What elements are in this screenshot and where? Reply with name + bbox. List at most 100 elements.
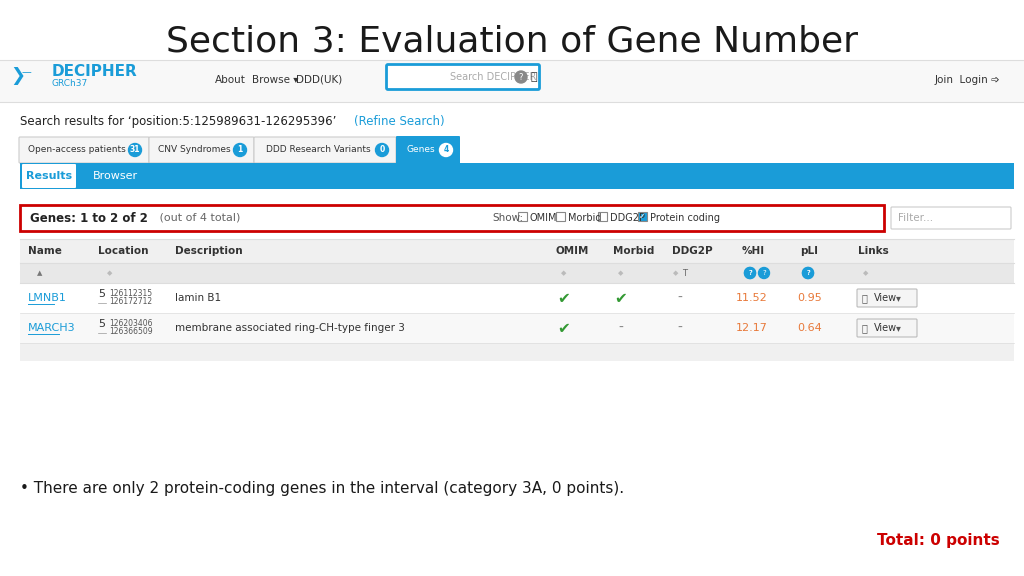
Bar [20, 313, 1014, 343]
Text: ❯: ❯ [10, 67, 26, 85]
Bar [20, 343, 1014, 361]
Circle shape [233, 143, 247, 157]
FancyBboxPatch shape [19, 137, 150, 163]
FancyBboxPatch shape [386, 65, 540, 89]
Text: Links: Links [858, 246, 889, 256]
FancyBboxPatch shape [150, 137, 254, 163]
Text: 126203406: 126203406 [109, 319, 153, 328]
Text: 126366509: 126366509 [109, 327, 153, 335]
Circle shape [744, 267, 756, 279]
Text: Browse ▾: Browse ▾ [252, 75, 299, 85]
Text: 🔗: 🔗 [862, 323, 868, 333]
Text: ?: ? [519, 73, 523, 81]
FancyBboxPatch shape [857, 319, 918, 337]
Text: 126172712: 126172712 [109, 297, 153, 305]
Text: DDD(UK): DDD(UK) [296, 75, 342, 85]
Text: MARCH3: MARCH3 [28, 323, 76, 333]
Bar [20, 283, 1014, 313]
Text: (Refine Search): (Refine Search) [354, 116, 444, 128]
Text: LMNB1: LMNB1 [28, 293, 67, 303]
Text: —: — [22, 67, 32, 77]
Text: Join  Login ➩: Join Login ➩ [934, 75, 1000, 85]
Text: ◆: ◆ [618, 270, 624, 276]
Text: Genes: 1 to 2 of 2: Genes: 1 to 2 of 2 [30, 211, 147, 225]
Text: -: - [618, 321, 624, 335]
Text: ?: ? [749, 270, 752, 276]
Text: ?: ? [762, 270, 766, 276]
Text: ?: ? [749, 270, 752, 276]
Text: ▾: ▾ [896, 323, 901, 333]
Text: Search DECIPHER: Search DECIPHER [450, 72, 537, 82]
Circle shape [128, 143, 141, 157]
Text: membrane associated ring-CH-type finger 3: membrane associated ring-CH-type finger … [175, 323, 404, 333]
Text: DDG2P: DDG2P [610, 213, 645, 223]
Text: ▲: ▲ [37, 270, 43, 276]
Text: ✔: ✔ [558, 320, 570, 335]
Text: pLI: pLI [800, 246, 818, 256]
FancyBboxPatch shape [857, 289, 918, 307]
Text: About: About [215, 75, 246, 85]
Text: OMIM: OMIM [530, 213, 557, 223]
Text: -: - [678, 321, 682, 335]
Text: Genes: Genes [407, 146, 435, 154]
Circle shape [759, 267, 769, 279]
Text: Filter...: Filter... [898, 213, 933, 223]
Text: Open-access patients: Open-access patients [28, 146, 126, 154]
Text: DECIPHER: DECIPHER [52, 65, 138, 79]
Text: 🔗: 🔗 [862, 293, 868, 303]
Text: Description: Description [175, 246, 243, 256]
Text: ✔: ✔ [614, 290, 628, 305]
Text: ✔: ✔ [558, 290, 570, 305]
Circle shape [803, 267, 813, 279]
Text: 12.17: 12.17 [736, 323, 768, 333]
Text: 5: 5 [98, 289, 105, 299]
Text: CNV Syndromes: CNV Syndromes [158, 146, 230, 154]
Text: ▾: ▾ [896, 293, 901, 303]
Circle shape [744, 267, 756, 279]
Text: 11.52: 11.52 [736, 293, 768, 303]
Text: (out of 4 total): (out of 4 total) [156, 213, 241, 223]
Text: ◆: ◆ [561, 270, 566, 276]
Text: -: - [678, 291, 682, 305]
Text: DDG2P: DDG2P [672, 246, 713, 256]
Circle shape [376, 143, 388, 157]
Text: 5: 5 [98, 319, 105, 329]
Text: 0: 0 [379, 146, 385, 154]
Bar [518, 212, 527, 221]
Bar [556, 212, 565, 221]
Text: Results: Results [26, 171, 72, 181]
Text: View: View [874, 323, 897, 333]
Text: 0.64: 0.64 [798, 323, 822, 333]
Text: 126112315: 126112315 [109, 289, 153, 297]
Circle shape [515, 71, 527, 83]
Bar [20, 263, 1014, 283]
Text: 1: 1 [238, 146, 243, 154]
Bar [20, 163, 1014, 189]
Text: 🔍: 🔍 [530, 72, 538, 82]
Text: Morbid: Morbid [568, 213, 601, 223]
Text: ?: ? [806, 270, 810, 276]
Text: Section 3: Evaluation of Gene Number: Section 3: Evaluation of Gene Number [166, 25, 858, 59]
Text: View: View [874, 293, 897, 303]
Text: 31: 31 [130, 146, 140, 154]
Text: • There are only 2 protein-coding genes in the interval (category 3A, 0 points).: • There are only 2 protein-coding genes … [20, 480, 624, 495]
Text: ✓: ✓ [639, 212, 646, 221]
Text: Location: Location [98, 246, 148, 256]
Text: Search results for ‘position:5:125989631-126295396’: Search results for ‘position:5:125989631… [20, 116, 336, 128]
FancyBboxPatch shape [254, 137, 396, 163]
Bar [20, 189, 1014, 205]
FancyBboxPatch shape [396, 136, 460, 164]
Text: Name: Name [28, 246, 61, 256]
Text: GRCh37: GRCh37 [52, 78, 88, 88]
Text: ◆: ◆ [108, 270, 113, 276]
Text: Total: 0 points: Total: 0 points [878, 532, 1000, 548]
Text: lamin B1: lamin B1 [175, 293, 221, 303]
Text: ◆: ◆ [674, 270, 679, 276]
Bar [20, 205, 884, 231]
Text: ?: ? [806, 270, 810, 276]
Circle shape [803, 267, 813, 279]
Text: 0.95: 0.95 [798, 293, 822, 303]
Text: T: T [683, 268, 687, 278]
Text: %HI: %HI [742, 246, 765, 256]
Text: Show:: Show: [492, 213, 523, 223]
